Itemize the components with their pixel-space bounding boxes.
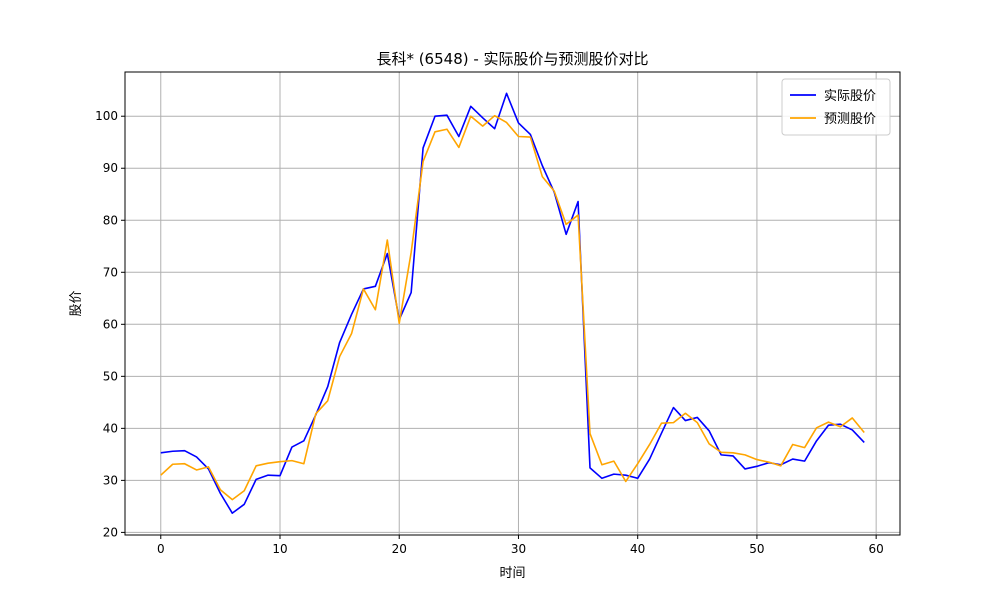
x-tick-label: 30 (511, 542, 526, 556)
y-tick-label: 50 (103, 369, 118, 383)
y-tick-label: 100 (95, 109, 118, 123)
plot-frame (124, 71, 901, 536)
grid (125, 72, 900, 535)
y-tick-label: 20 (103, 525, 118, 539)
ticks: 0 10 20 30 40 50 60 20 30 40 50 60 70 80 90 100 (95, 109, 884, 556)
chart-title: 長科* (6548) - 实际股价与预测股价对比 (376, 50, 648, 68)
y-tick-label: 80 (103, 213, 118, 227)
x-tick-label: 20 (392, 542, 407, 556)
x-tick-label: 50 (749, 542, 764, 556)
y-tick-label: 30 (103, 473, 118, 487)
x-tick-label: 10 (272, 542, 287, 556)
y-tick-label: 70 (103, 265, 118, 279)
legend-box (781, 78, 891, 136)
legend-label-1: 实际股价 (824, 89, 876, 104)
series-line-1 (160, 92, 865, 514)
x-tick-label: 40 (630, 542, 645, 556)
x-tick-label: 0 (157, 542, 165, 556)
y-axis-label: 股价 (69, 290, 84, 316)
y-tick-label: 40 (103, 421, 118, 435)
series-lines (160, 92, 865, 514)
x-tick-label: 60 (869, 542, 884, 556)
series-line-2 (160, 114, 865, 501)
legend-label-2: 预测股价 (824, 112, 876, 127)
y-tick-label: 60 (103, 317, 118, 331)
x-axis-label: 时间 (499, 566, 525, 581)
y-tick-label: 90 (103, 161, 118, 175)
